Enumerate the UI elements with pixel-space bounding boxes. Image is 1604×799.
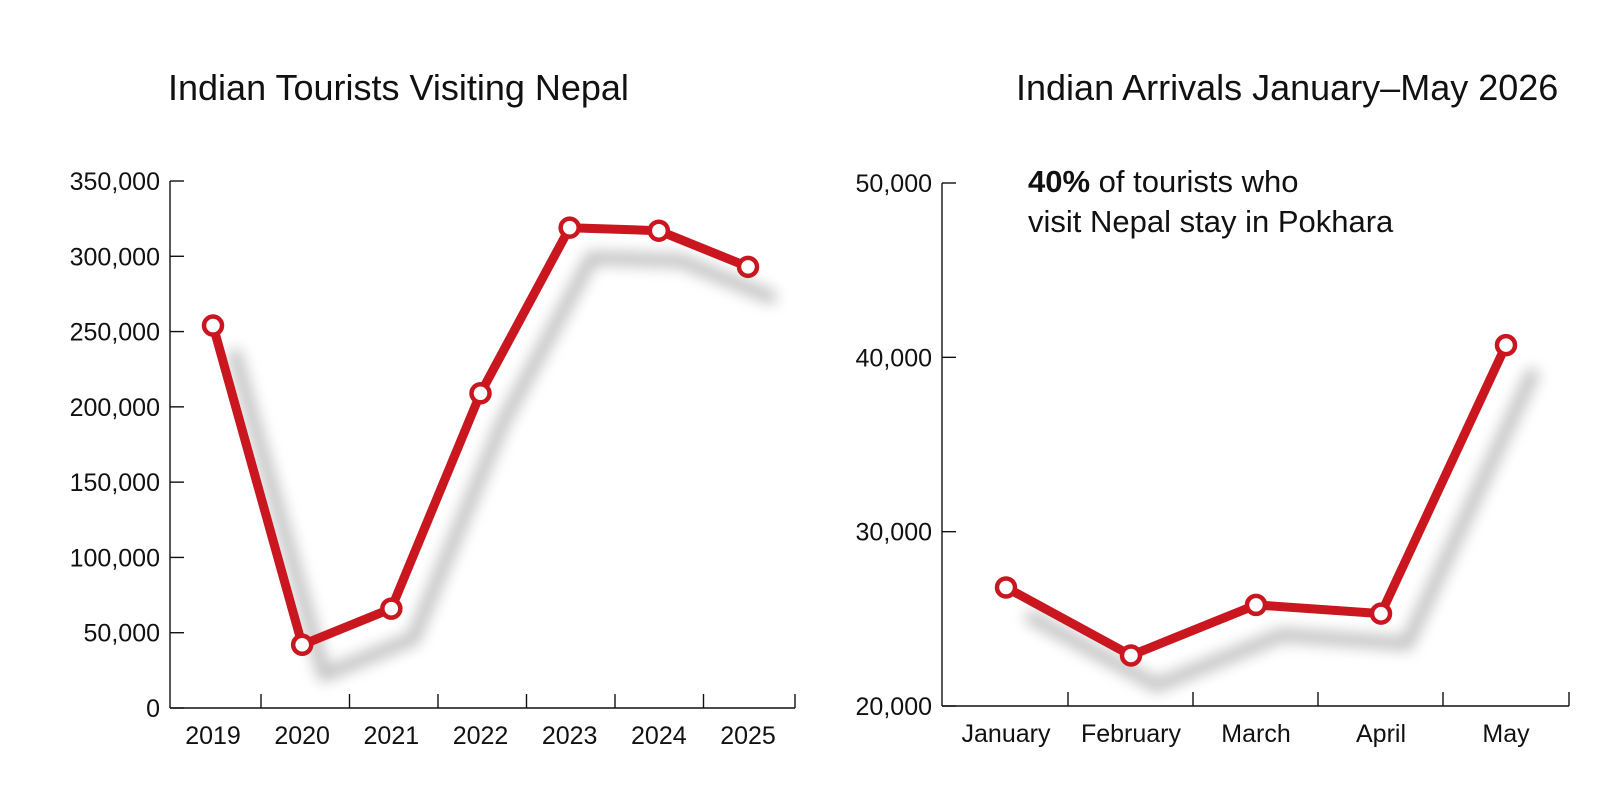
annotation-line-1: 40% of tourists who xyxy=(1028,164,1299,199)
y-tick-label: 350,000 xyxy=(70,168,160,196)
x-tick-label: 2024 xyxy=(631,722,687,750)
data-markers xyxy=(994,333,1518,667)
y-tick-label: 0 xyxy=(146,695,160,723)
data-point-marker xyxy=(1244,593,1268,617)
x-tick-label: May xyxy=(1482,720,1530,748)
data-point-marker xyxy=(1119,644,1143,667)
y-tick-label: 50,000 xyxy=(84,620,160,648)
data-point-marker xyxy=(558,216,581,239)
y-tick-label: 50,000 xyxy=(856,170,932,198)
series-shadow xyxy=(1025,368,1539,693)
annotation-percentage: 40% xyxy=(1028,164,1090,199)
chart-tourists-by-year: Indian Tourists Visiting Nepal 0 50,000 10… xyxy=(70,67,796,750)
annotation-line-2: visit Nepal stay in Pokhara xyxy=(1028,204,1394,239)
data-point-marker xyxy=(736,255,760,279)
axes: 20,000 30,000 40,000 50,000 January February M… xyxy=(856,170,1570,748)
x-tick-label: 2021 xyxy=(364,722,420,750)
data-point-marker xyxy=(380,597,403,620)
axes: 0 50,000 100,000 150,000 200,000 250,000 300,0… xyxy=(70,168,796,750)
x-tick-label: 2022 xyxy=(453,722,509,750)
y-tick-label: 250,000 xyxy=(70,319,160,347)
y-tick-label: 200,000 xyxy=(70,394,160,422)
y-tick-label: 40,000 xyxy=(856,344,932,372)
x-tick-label: March xyxy=(1221,720,1290,748)
data-point-marker xyxy=(290,633,314,657)
x-tick-label: April xyxy=(1356,720,1406,748)
x-tick-label: 2025 xyxy=(720,722,776,750)
y-tick-label: 150,000 xyxy=(70,469,160,497)
annotation-text-1: of tourists who xyxy=(1090,164,1298,199)
series-shadow xyxy=(228,250,777,682)
data-markers xyxy=(201,216,760,657)
x-tick-label: January xyxy=(962,720,1051,748)
data-point-marker xyxy=(994,576,1018,599)
y-tick-label: 20,000 xyxy=(856,693,932,721)
chart-title: Indian Tourists Visiting Nepal xyxy=(168,67,629,108)
data-point-marker xyxy=(469,382,492,405)
x-tick-label: 2023 xyxy=(542,722,598,750)
y-tick-label: 100,000 xyxy=(70,544,160,572)
x-tick-label: 2020 xyxy=(274,722,330,750)
y-tick-label: 300,000 xyxy=(70,243,160,271)
x-tick-label: February xyxy=(1081,720,1182,748)
y-tick-label: 30,000 xyxy=(856,519,932,547)
series-line-shadow xyxy=(1025,368,1539,693)
chart-title: Indian Arrivals January–May 2026 xyxy=(1016,67,1558,108)
x-tick-label: 2019 xyxy=(185,722,241,750)
series-line-shadow xyxy=(228,250,777,682)
data-point-marker xyxy=(1369,602,1393,625)
chart-arrivals-2026: Indian Arrivals January–May 2026 40% of … xyxy=(856,67,1570,748)
data-point-marker xyxy=(647,219,671,242)
data-point-marker xyxy=(201,314,225,337)
data-point-marker xyxy=(1494,333,1518,357)
